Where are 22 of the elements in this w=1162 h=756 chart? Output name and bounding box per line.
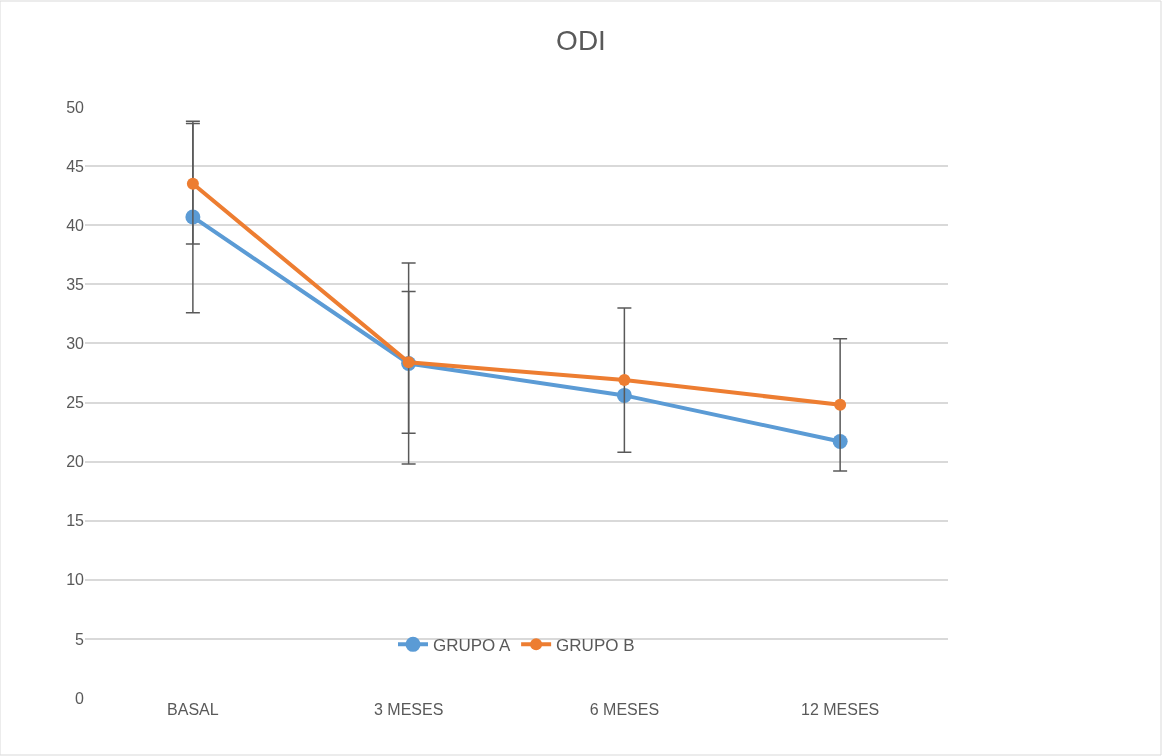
- point: [834, 398, 847, 411]
- y-tick-label: 35: [66, 275, 85, 293]
- x-tick-label: 12 MESES: [801, 701, 880, 718]
- y-tick-label: 5: [75, 630, 85, 648]
- chart-title: ODI: [556, 24, 606, 56]
- y-tick-label: 50: [66, 98, 85, 116]
- y-tick-label: 40: [66, 216, 85, 234]
- legend-label: GRUPO B: [556, 635, 635, 655]
- y-tick-label: 30: [66, 335, 85, 352]
- point: [616, 387, 632, 403]
- y-tick-label: 25: [66, 394, 85, 412]
- y-tick-label: 45: [66, 157, 85, 175]
- x-tick-label: BASAL: [167, 701, 219, 718]
- point: [618, 374, 631, 387]
- y-tick-label: 20: [66, 453, 85, 471]
- y-tick-label: 10: [66, 571, 85, 589]
- y-tick-label: 0: [75, 689, 85, 707]
- x-tick-label: 6 MESES: [589, 701, 660, 718]
- x-tick-label: 3 MESES: [373, 701, 444, 718]
- y-tick-label: 15: [66, 512, 85, 530]
- legend-label: GRUPO A: [433, 635, 512, 655]
- point: [186, 177, 199, 190]
